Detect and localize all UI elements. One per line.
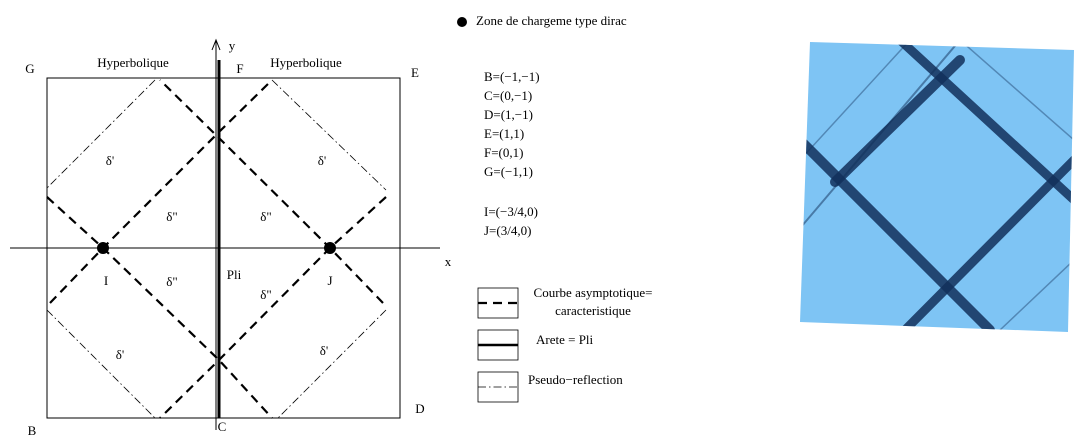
coordinate: I=(−3/4,0)	[484, 204, 538, 219]
coordinate: D=(1,−1)	[484, 107, 533, 122]
corner-label: E	[411, 65, 419, 80]
point-marker	[97, 242, 109, 254]
characteristic	[160, 80, 383, 303]
coordinate: G=(−1,1)	[484, 164, 533, 179]
region-label: Hyperbolique	[270, 55, 342, 70]
axis-label: y	[229, 38, 236, 53]
point-label: I	[104, 273, 108, 288]
legend-text: Courbe asymptotique=	[534, 285, 653, 300]
legend-text: Pseudo−reflection	[528, 372, 623, 387]
coordinate: J=(3/4,0)	[484, 223, 531, 238]
corner-label: B	[28, 423, 37, 435]
corner-label: G	[25, 61, 34, 76]
characteristic	[160, 197, 386, 418]
zone-label: δ"	[166, 209, 177, 224]
coordinate: E=(1,1)	[484, 126, 524, 141]
axis-label: x	[445, 254, 452, 269]
region-label: Hyperbolique	[97, 55, 169, 70]
pseudo-reflection	[47, 80, 155, 188]
zone-label: δ"	[166, 274, 177, 289]
corner-label: C	[218, 419, 227, 434]
zone-label: δ'	[320, 343, 328, 358]
legend-marker	[457, 17, 467, 27]
figure: Hyperbolique Hyperbolique G F E B C D y …	[0, 0, 1074, 435]
zone-label: δ'	[106, 153, 114, 168]
coordinate: F=(0,1)	[484, 145, 523, 160]
point-label: J	[327, 273, 332, 288]
corner-label: F	[236, 61, 243, 76]
fold-label: Pli	[227, 267, 242, 282]
zone-label: δ"	[260, 209, 271, 224]
zone-label: δ'	[116, 347, 124, 362]
zone-label: δ'	[318, 153, 326, 168]
legend-text: Zone de chargeme type dirac	[476, 13, 627, 28]
pseudo-reflection	[272, 80, 386, 190]
legend-text: Arete = Pli	[536, 332, 594, 347]
characteristic	[47, 197, 272, 418]
coordinate: B=(−1,−1)	[484, 69, 540, 84]
pseudo-reflection	[47, 310, 155, 418]
coordinate: C=(0,−1)	[484, 88, 532, 103]
legend-text: caracteristique	[555, 303, 631, 318]
zone-label: δ"	[260, 287, 271, 302]
point-marker	[324, 242, 336, 254]
pseudo-reflection	[278, 310, 386, 418]
corner-label: D	[415, 401, 424, 416]
